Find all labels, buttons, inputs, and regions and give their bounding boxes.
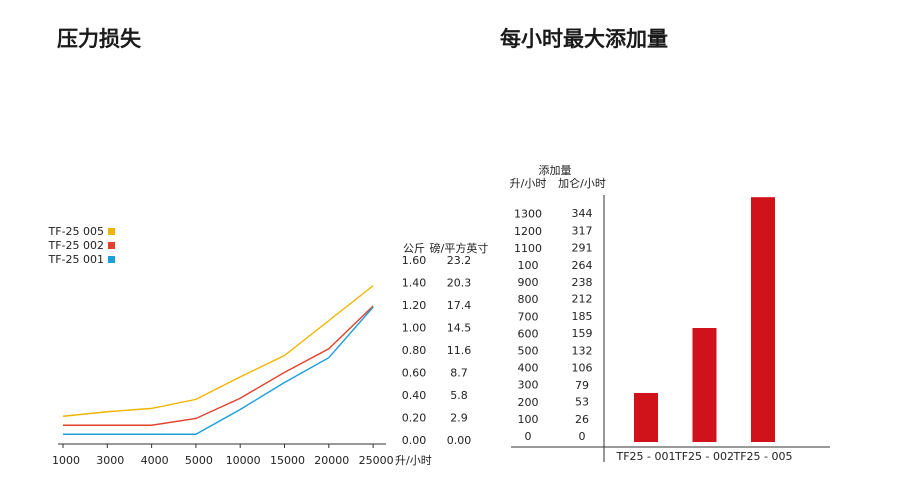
y-tick-label: 0.00 (402, 434, 427, 447)
x-tick-label: 15000 (270, 454, 305, 467)
y-axis-label: 升/小时 (510, 177, 547, 190)
y-tick-label: 0 (525, 430, 532, 443)
x-axis-label: 升/小时 (395, 454, 432, 467)
chart-title: 每小时最大添加量 (500, 27, 668, 51)
y-tick-label: 700 (518, 310, 539, 323)
legend-swatch (108, 228, 115, 235)
y-tick-label: 300 (518, 379, 539, 392)
y-tick-label: 800 (518, 293, 539, 306)
y-tick-label: 100 (518, 413, 539, 426)
y-tick-label: 200 (518, 396, 539, 409)
x-tick-label: 3000 (96, 454, 124, 467)
legend-label: TF-25 002 (47, 239, 104, 252)
y2-tick-label: 53 (575, 396, 589, 409)
y2-tick-label: 79 (575, 379, 589, 392)
bar (634, 392, 658, 442)
x-tick-label: TF25 - 002 (674, 450, 734, 463)
chart-title: 压力损失 (57, 27, 142, 51)
y-tick-label: 0.60 (402, 367, 427, 380)
x-tick-label: 10000 (226, 454, 261, 467)
y2-tick-label: 212 (572, 293, 593, 306)
y2-axis-label: 加仑/小时 (558, 176, 606, 190)
x-tick-label: TF25 - 001 (615, 450, 675, 463)
y2-tick-label: 26 (575, 413, 589, 426)
bar (692, 327, 717, 442)
y2-tick-label: 344 (572, 207, 593, 220)
y2-tick-label: 5.8 (450, 389, 468, 402)
legend-label: TF-25 005 (47, 225, 104, 238)
y-tick-label: 0.80 (402, 344, 427, 357)
line (63, 305, 374, 426)
y-tick-label: 1300 (514, 208, 542, 221)
y2-tick-label: 20.3 (447, 277, 472, 290)
y-tick-label: 0.20 (402, 412, 427, 425)
y2-tick-label: 132 (572, 345, 593, 358)
y2-tick-label: 0.00 (447, 434, 472, 447)
y-tick-label: 1.20 (402, 299, 427, 312)
y-tick-label: 900 (518, 276, 539, 289)
axis-title: 添加量 (539, 163, 572, 177)
y-tick-label: 1.40 (402, 277, 427, 290)
y-tick-label: 600 (518, 327, 539, 340)
y2-tick-label: 185 (572, 310, 593, 323)
y2-tick-label: 159 (572, 327, 593, 340)
y2-axis-label: 磅/平方英寸 (430, 241, 489, 255)
x-tick-label: 1000 (52, 454, 80, 467)
x-tick-label: TF25 - 005 (732, 450, 792, 463)
legend-swatch (108, 242, 115, 249)
y-tick-label: 400 (518, 362, 539, 375)
y-tick-label: 1200 (514, 225, 542, 238)
y-tick-label: 1.60 (402, 254, 427, 267)
x-tick-label: 20000 (314, 454, 349, 467)
y2-tick-label: 317 (572, 225, 593, 238)
y2-tick-label: 8.7 (450, 367, 468, 380)
y2-tick-label: 0 (579, 430, 586, 443)
y-tick-label: 1100 (514, 242, 542, 255)
y2-tick-label: 2.9 (450, 412, 468, 425)
y-tick-label: 1.00 (402, 322, 427, 335)
y2-tick-label: 11.6 (447, 344, 472, 357)
line (63, 306, 374, 435)
y2-tick-label: 14.5 (447, 322, 472, 335)
bar (751, 197, 775, 442)
y2-tick-label: 264 (572, 259, 593, 272)
y-tick-label: 500 (518, 345, 539, 358)
x-tick-label: 4000 (141, 454, 169, 467)
line (62, 285, 374, 417)
y2-tick-label: 23.2 (447, 254, 472, 267)
y2-tick-label: 291 (572, 242, 593, 255)
y-axis-label: 公斤 (403, 242, 425, 255)
y-tick-label: 100 (518, 259, 539, 272)
y2-tick-label: 106 (572, 361, 593, 374)
x-tick-label: 25000 (359, 454, 394, 467)
legend-swatch (108, 256, 115, 263)
y-tick-label: 0.40 (402, 389, 427, 402)
y2-tick-label: 238 (572, 276, 593, 289)
legend-label: TF-25 001 (47, 253, 104, 266)
x-tick-label: 5000 (185, 454, 213, 467)
y2-tick-label: 17.4 (447, 299, 472, 312)
